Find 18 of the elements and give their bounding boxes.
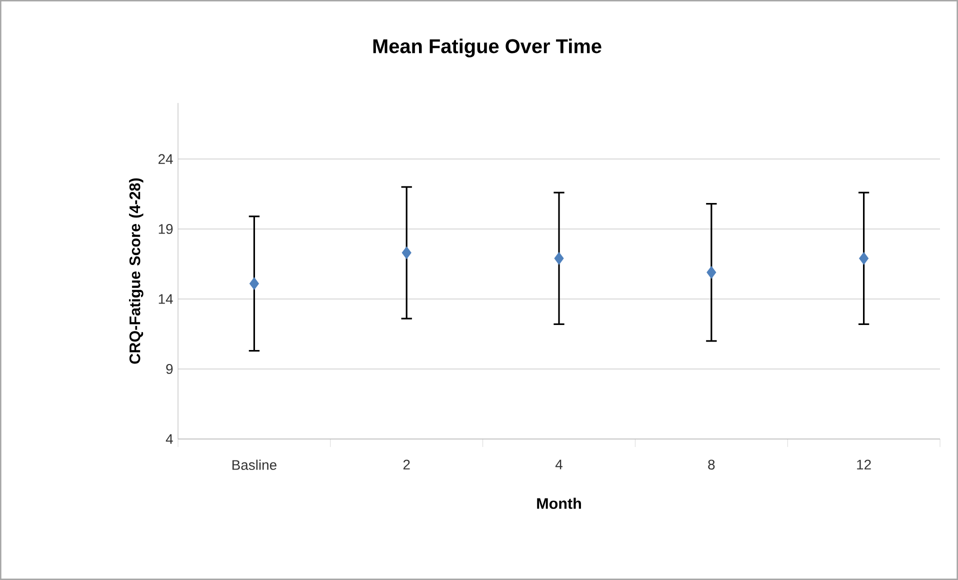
y-tick-label: 4 xyxy=(166,434,173,444)
x-tick-label: 2 xyxy=(403,460,410,470)
point xyxy=(859,252,869,265)
y-tick-label: 9 xyxy=(166,364,173,374)
x-tick-label: 8 xyxy=(708,460,715,470)
chart-title: Mean Fatigue Over Time xyxy=(373,38,602,58)
x-tick-label: Basline xyxy=(232,460,276,470)
point xyxy=(249,277,259,290)
x-tick-label: 12 xyxy=(857,460,871,470)
y-axis-title: CRQ-Fatigue Score (4-28) xyxy=(129,178,144,364)
point xyxy=(554,252,564,265)
x-tick-label: 4 xyxy=(555,460,562,470)
y-tick-label: 14 xyxy=(158,294,173,304)
y-tick-label: 19 xyxy=(158,224,173,234)
point xyxy=(402,246,412,260)
y-tick-label: 24 xyxy=(158,154,173,164)
x-axis-title: Month xyxy=(537,498,581,509)
point xyxy=(706,266,716,279)
